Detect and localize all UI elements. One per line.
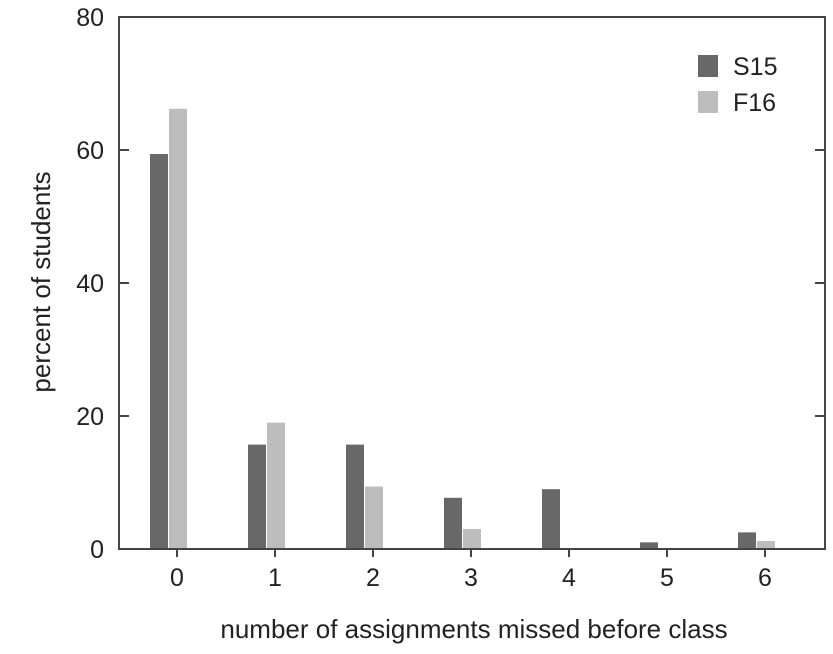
y-axis-ticks: 0 20 40 60 80	[76, 4, 825, 564]
bar-s15-2	[346, 444, 364, 549]
y-tick-label: 60	[76, 137, 104, 165]
x-axis-title: number of assignments missed before clas…	[220, 614, 727, 644]
y-tick-label: 0	[90, 536, 104, 564]
x-tick-label: 5	[660, 564, 674, 592]
x-tick-label: 3	[464, 564, 478, 592]
y-axis-title: percent of students	[26, 171, 56, 392]
x-axis-ticks: 0 1 2 3 4 5 6	[170, 549, 772, 592]
bar-s15-3	[444, 497, 462, 549]
bar-f16-1	[267, 422, 285, 549]
legend-swatch-s15	[698, 55, 718, 77]
x-tick-label: 0	[170, 564, 184, 592]
bar-s15-0	[150, 153, 168, 550]
bar-s15-6	[738, 532, 756, 549]
x-tick-label: 4	[562, 564, 576, 592]
y-tick-label: 40	[76, 270, 104, 298]
y-tick-label: 80	[76, 4, 104, 32]
bars-group	[150, 108, 775, 550]
legend-label-f16: F16	[733, 89, 776, 117]
x-tick-label: 6	[758, 564, 772, 592]
legend-swatch-f16	[698, 91, 718, 113]
plot-frame	[118, 16, 826, 550]
x-tick-label: 1	[268, 564, 282, 592]
legend-label-s15: S15	[733, 53, 777, 81]
bar-f16-0	[169, 108, 187, 550]
bar-s15-5	[640, 542, 658, 549]
x-tick-label: 2	[366, 564, 380, 592]
bar-s15-4	[542, 489, 560, 549]
bar-s15-1	[248, 444, 266, 549]
y-tick-label: 20	[76, 403, 104, 431]
bar-f16-2	[365, 486, 383, 549]
bar-f16-6	[757, 541, 775, 549]
bar-f16-3	[463, 529, 481, 549]
